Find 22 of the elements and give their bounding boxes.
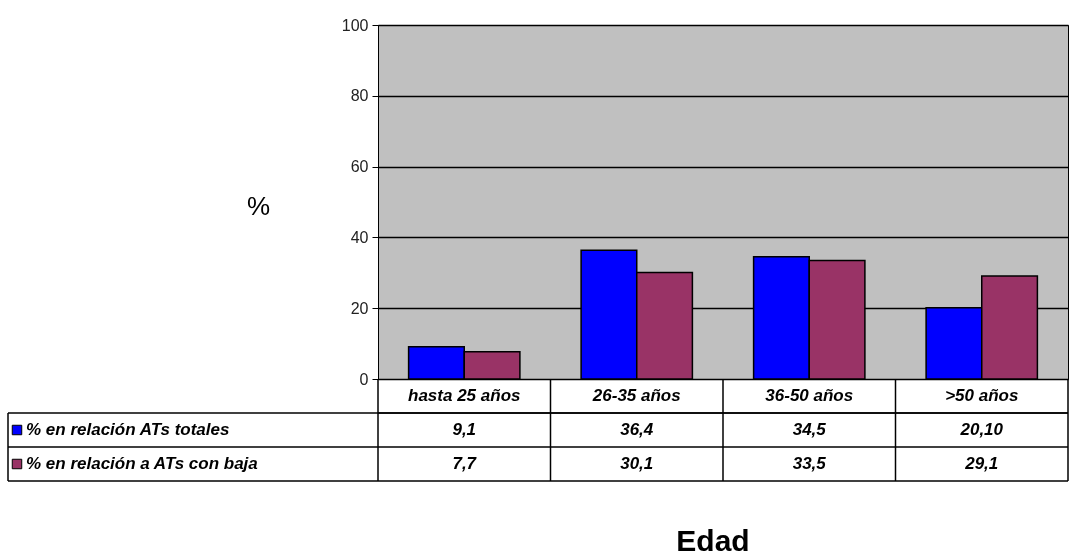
data-label: 30,1 [620,454,654,473]
x-tick-label: 26-35 años [591,386,681,405]
data-label: 34,5 [792,420,827,439]
x-tick-label: >50 años [945,386,1019,405]
y-tick-label: 60 [350,158,369,176]
data-label: 7,7 [452,454,478,473]
y-axis-title: % [246,191,271,222]
data-label: 9,1 [452,420,477,439]
y-tick-label: 20 [350,299,369,317]
y-tick-label: 40 [350,228,369,246]
y-tick-label: 100 [341,16,369,34]
data-label: 29,1 [964,454,999,473]
x-tick-label: hasta 25 años [408,386,521,405]
legend-label: % en relación ATs totales [26,420,230,439]
data-label: 36,4 [620,420,654,439]
y-tick-label: 0 [359,370,369,388]
x-tick-label: 36-50 años [765,386,854,405]
data-label: 20,10 [959,420,1004,439]
legend-label: % en relación a ATs con baja [26,454,258,473]
y-tick-label: 80 [350,87,369,105]
data-label: 33,5 [792,454,827,473]
x-axis-title: Edad [676,524,750,557]
